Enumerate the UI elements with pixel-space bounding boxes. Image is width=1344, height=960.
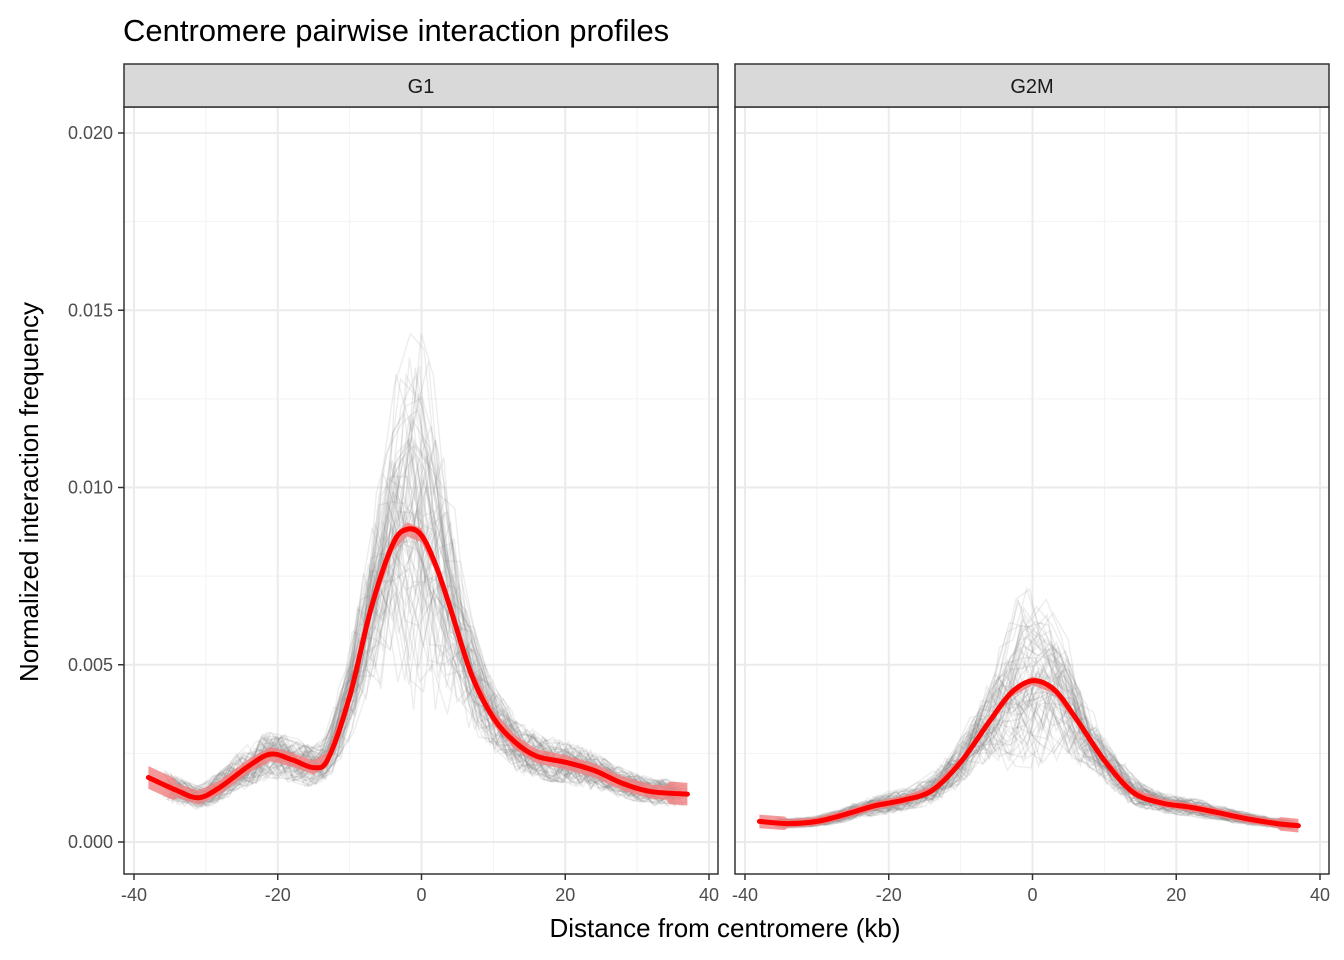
trace-line: [167, 524, 685, 807]
trace-line: [172, 500, 686, 804]
chart-title: Centromere pairwise interaction profiles: [123, 13, 669, 48]
panel-g1: G1 -40 -20 0 20 40: [121, 63, 719, 905]
y-tick-label: 0.020: [68, 123, 113, 143]
y-tick-label: 0.000: [68, 832, 113, 852]
panel-traces: [145, 332, 690, 811]
smooth-line-g2m: [756, 678, 1301, 829]
x-tick-label: 0: [1027, 885, 1037, 905]
x-tick-label: -20: [876, 885, 902, 905]
trace-line: [781, 645, 1291, 829]
trace-line: [776, 707, 1290, 826]
x-tick-label: -20: [265, 885, 291, 905]
facet-strip-label: G1: [408, 76, 435, 98]
trace-line: [775, 605, 1292, 827]
trace-line: [170, 525, 688, 807]
trace-line: [170, 555, 677, 810]
trace-line: [166, 396, 678, 804]
facet-strip-label: G2M: [1010, 76, 1053, 98]
trace-line: [787, 706, 1296, 830]
y-axis-title: Normalized interaction frequency: [14, 302, 44, 682]
y-tick-label: 0.015: [68, 300, 113, 320]
trace-line: [170, 525, 677, 807]
x-axis-title: Distance from centromere (kb): [549, 913, 900, 943]
x-tick-label: -40: [121, 885, 147, 905]
trace-line: [169, 472, 687, 808]
trace-line: [168, 367, 682, 808]
trace-line: [163, 332, 688, 801]
trace-line: [174, 539, 676, 807]
trace-line: [167, 372, 688, 804]
facet-strip: [123, 63, 719, 108]
trace-line: [174, 365, 680, 805]
x-tick-label: -40: [732, 885, 758, 905]
trace-line: [166, 444, 683, 803]
trace-line: [173, 377, 682, 804]
trace-line: [163, 567, 680, 802]
trace-line: [779, 665, 1295, 826]
trace-line: [167, 408, 675, 804]
y-tick-label: 0.010: [68, 478, 113, 498]
trace-line: [172, 443, 687, 805]
x-tick-label: 40: [1310, 885, 1330, 905]
trace-line: [784, 626, 1289, 829]
x-tick-label: 0: [416, 885, 426, 905]
trace-line: [163, 393, 676, 802]
trace-line: [781, 626, 1286, 828]
trace-line: [776, 656, 1295, 827]
trace-line: [171, 440, 678, 807]
panel-traces: [756, 586, 1301, 833]
trace-line: [173, 459, 678, 809]
trace-line: [166, 511, 682, 801]
smooth-line-g1: [145, 526, 690, 801]
trace-line: [782, 690, 1293, 828]
trace-line: [777, 673, 1295, 828]
trace-line: [781, 643, 1295, 826]
facet-strip: [734, 63, 1330, 108]
y-tick-label: 0.005: [68, 655, 113, 675]
panel-g2m: G2M -40 -20 0 20 40: [732, 63, 1330, 905]
trace-line: [167, 361, 685, 806]
trace-line: [784, 679, 1298, 823]
x-tick-label: 20: [1166, 885, 1186, 905]
trace-line: [169, 463, 680, 805]
x-tick-label: 40: [699, 885, 719, 905]
x-tick-label: 20: [555, 885, 575, 905]
